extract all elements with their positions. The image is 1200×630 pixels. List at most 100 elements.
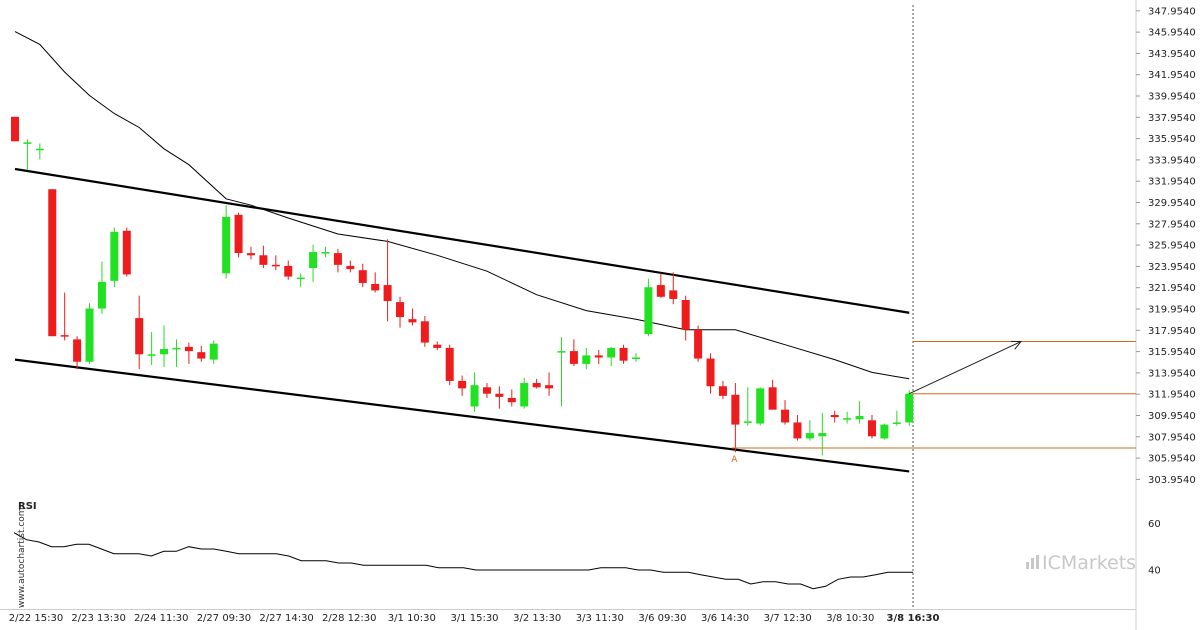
candle-body — [408, 319, 417, 323]
price-tick-label: 305.9540 — [1148, 454, 1196, 465]
candle — [321, 246, 330, 258]
price-tick-label: 327.9540 — [1148, 219, 1196, 230]
candle-body — [743, 421, 752, 423]
price-tick-label: 337.9540 — [1148, 113, 1196, 124]
price-axis: 303.9540 305.9540 307.9540 309.9540 311.9540… — [1136, 6, 1196, 486]
candle-body — [805, 433, 814, 439]
candle — [768, 379, 777, 410]
brand-logo: ICMarkets — [1026, 552, 1136, 574]
candle — [594, 350, 603, 364]
candle-body — [520, 383, 529, 407]
candle — [184, 342, 193, 364]
candle-body — [607, 347, 616, 358]
candle — [867, 415, 876, 439]
candle-body — [694, 329, 703, 359]
candle-body — [669, 290, 678, 299]
candle — [296, 273, 305, 288]
time-tick-label: 3/6 14:30 — [701, 613, 749, 624]
price-tick-label: 303.9540 — [1148, 475, 1196, 486]
candle-body — [880, 424, 889, 439]
plot-frame — [0, 0, 1137, 630]
candlestick-series — [11, 116, 914, 456]
candle-body — [209, 343, 218, 360]
candle — [358, 263, 367, 288]
candle-body — [619, 347, 628, 361]
price-tick-label: 343.9540 — [1148, 49, 1196, 60]
candle-body — [818, 433, 827, 437]
candle-body — [731, 394, 740, 425]
candle — [60, 292, 69, 341]
candle-body — [632, 357, 640, 359]
time-axis: 2/22 15:30 2/23 13:30 2/24 11:30 2/27 09:30… — [9, 613, 940, 624]
candle — [706, 353, 715, 394]
candle — [669, 272, 678, 305]
price-tick-label: 335.9540 — [1148, 134, 1196, 145]
time-tick-label: 2/27 09:30 — [197, 613, 251, 624]
channel-lower-line — [14, 358, 910, 473]
price-tick-label: 307.9540 — [1148, 432, 1196, 443]
candle — [793, 415, 802, 441]
rsi-tick-label: 40 — [1148, 566, 1161, 577]
candle — [209, 340, 218, 364]
time-tick-label: 3/6 09:30 — [638, 613, 686, 624]
candle — [830, 410, 839, 423]
candle — [73, 336, 82, 370]
candle-body — [122, 230, 131, 275]
candle-body — [35, 148, 44, 151]
price-tick-label: 323.9540 — [1148, 262, 1196, 273]
candle-body — [197, 352, 206, 359]
price-tick-label: 341.9540 — [1148, 70, 1196, 81]
time-tick-label: 3/8 10:30 — [826, 613, 874, 624]
candle-body — [830, 415, 839, 418]
candle — [532, 378, 541, 389]
rsi-line — [13, 532, 913, 590]
candle — [147, 331, 156, 365]
candle — [246, 246, 255, 260]
time-tick-label: 3/8 16:30 — [887, 613, 940, 624]
candle-body — [445, 347, 454, 381]
candle-body — [259, 255, 268, 265]
candle — [905, 390, 914, 426]
candle — [259, 245, 268, 269]
candle-body — [594, 355, 603, 358]
candle-body — [905, 393, 914, 423]
time-tick-label: 2/27 14:30 — [259, 613, 313, 624]
candle-body — [557, 351, 566, 353]
candle — [482, 383, 491, 398]
candle-body — [644, 287, 653, 335]
rsi-panel: RSI 40 60 — [13, 501, 1161, 590]
price-tick-label: 313.9540 — [1148, 368, 1196, 379]
candle-body — [843, 418, 852, 420]
projection-arrow-head — [1011, 340, 1023, 350]
candle-body — [867, 420, 876, 437]
price-tick-label: 325.9540 — [1148, 241, 1196, 252]
candle-body — [23, 142, 32, 144]
candle — [781, 400, 790, 425]
candle-body — [284, 265, 293, 277]
candle-body — [768, 387, 777, 410]
candle — [11, 116, 19, 142]
candle-body — [495, 393, 504, 397]
candle-body — [383, 285, 392, 302]
candle — [818, 412, 827, 456]
candle-body — [656, 285, 665, 297]
candle-body — [458, 380, 467, 389]
candle — [458, 375, 467, 396]
candle-body — [110, 231, 119, 281]
candle-body — [97, 281, 106, 309]
candle-body — [85, 308, 94, 362]
candle — [507, 389, 516, 407]
price-tick-label: 339.9540 — [1148, 92, 1196, 103]
candle — [843, 411, 852, 424]
price-tick-label: 333.9540 — [1148, 155, 1196, 166]
time-tick-label: 2/22 15:30 — [9, 613, 63, 624]
price-tick-label: 317.9540 — [1148, 326, 1196, 337]
candle — [805, 420, 814, 441]
candle — [644, 278, 653, 337]
time-tick-label: 3/1 10:30 — [388, 613, 436, 624]
candle-body — [507, 397, 516, 403]
candle-body — [234, 214, 243, 254]
candle — [284, 260, 293, 280]
candle — [694, 325, 703, 362]
candle — [681, 295, 690, 341]
